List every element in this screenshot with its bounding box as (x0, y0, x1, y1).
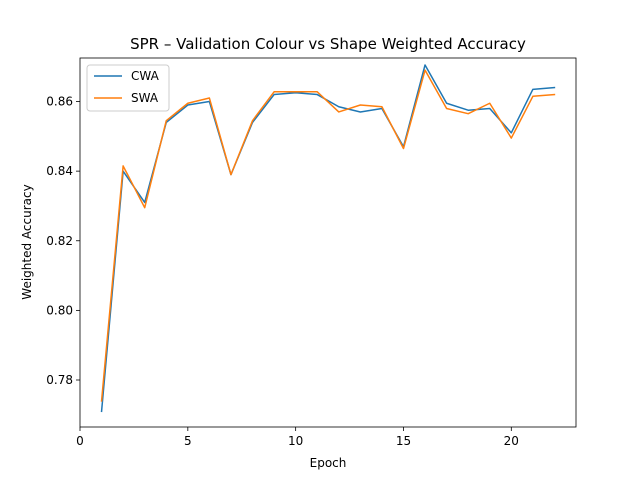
legend: CWA SWA (86, 64, 170, 112)
x-tick-label: 15 (396, 434, 411, 448)
chart-title: SPR – Validation Colour vs Shape Weighte… (130, 35, 526, 53)
x-tick-label: 10 (288, 434, 303, 448)
y-tick-label: 0.78 (46, 373, 73, 387)
series-line-swa (100, 69, 556, 402)
y-tick-label: 0.82 (46, 234, 73, 248)
y-tick-label: 0.86 (46, 95, 73, 109)
x-axis-ticks: 0 5 10 15 20 (76, 427, 519, 448)
x-tick-label: 20 (504, 434, 519, 448)
plot-frame (79, 57, 577, 428)
y-tick-label: 0.84 (46, 164, 73, 178)
y-tick-label: 0.80 (46, 303, 73, 317)
x-tick-label: 5 (184, 434, 192, 448)
legend-label-cwa: CWA (131, 69, 160, 83)
x-tick-label: 0 (76, 434, 84, 448)
series-line-cwa (100, 64, 556, 413)
x-axis-label: Epoch (310, 456, 347, 470)
series-layer (100, 64, 556, 413)
plot-area (80, 58, 576, 427)
y-axis-ticks: 0.78 0.80 0.82 0.84 0.86 (46, 95, 80, 387)
legend-label-swa: SWA (131, 91, 159, 105)
y-axis-label: Weighted Accuracy (20, 184, 34, 299)
